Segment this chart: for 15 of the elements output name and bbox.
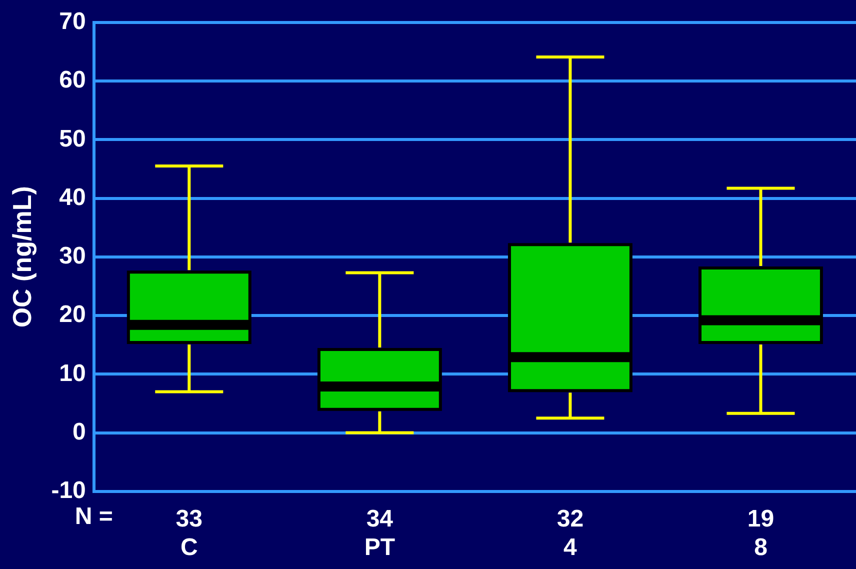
y-tick-label: 60	[59, 66, 86, 94]
y-axis-title: OC (ng/mL)	[6, 186, 37, 328]
text: N =	[74, 503, 113, 530]
y-tick-label: -10	[51, 477, 86, 504]
x-tick-label: 33 C	[176, 505, 203, 562]
y-tick-label: 40	[59, 184, 86, 211]
y-tick-label: 70	[59, 8, 86, 36]
y-tick-label: 0	[72, 418, 86, 446]
x-tick-label: 19 8	[747, 505, 774, 562]
y-tick-label: 10	[59, 360, 86, 387]
y-tick-label: 20	[59, 301, 86, 328]
y-tick-label: 30	[59, 242, 86, 270]
y-tick-label: 50	[59, 125, 86, 152]
x-tick-label: 32 4	[556, 505, 584, 562]
x-tick-label: 34 PT	[364, 505, 396, 562]
